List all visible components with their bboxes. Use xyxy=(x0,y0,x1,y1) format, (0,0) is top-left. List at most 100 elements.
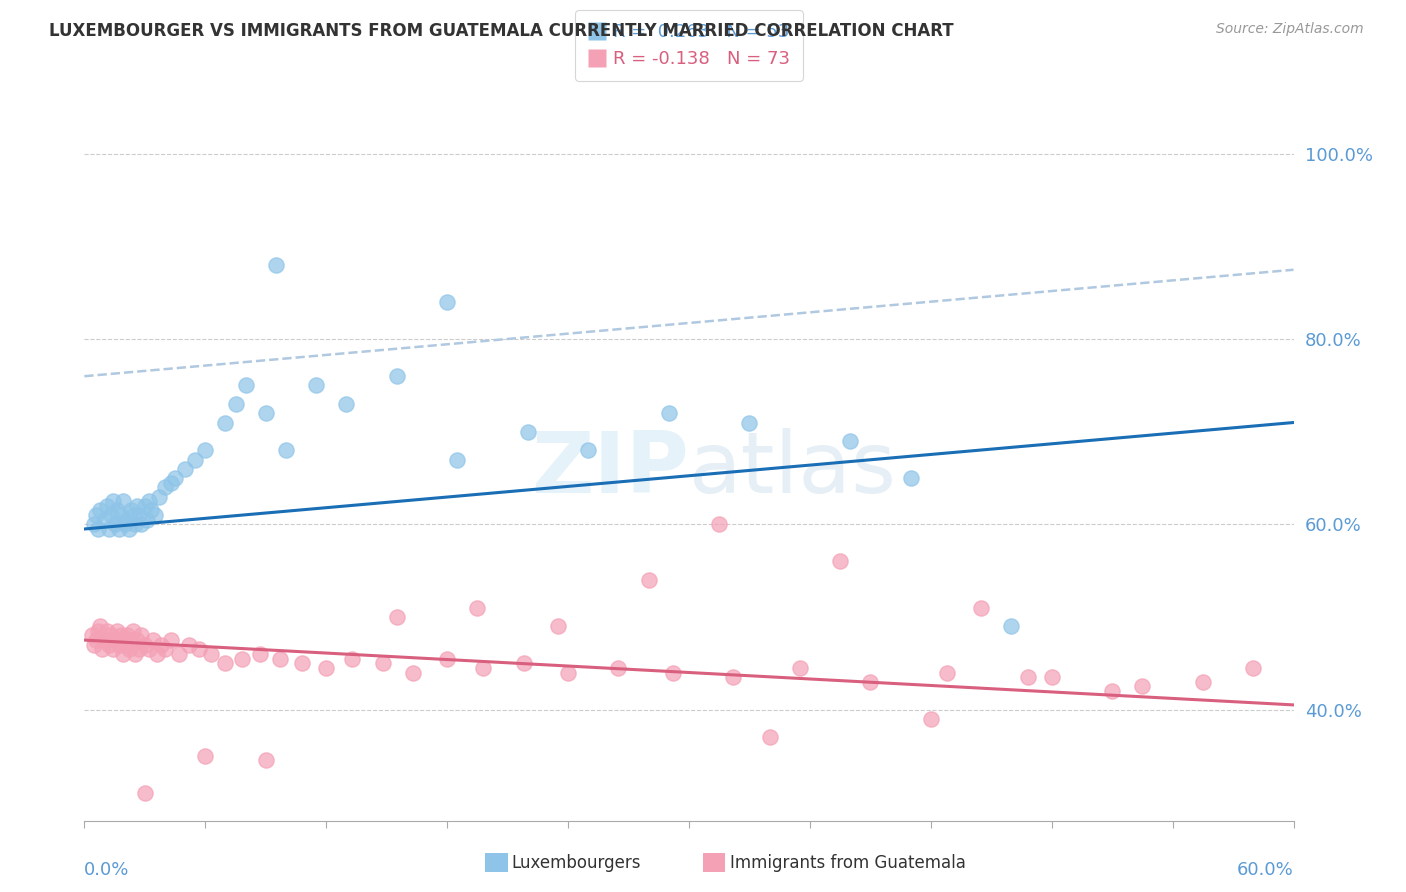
Point xyxy=(371,657,394,671)
Text: 0.0%: 0.0% xyxy=(84,861,129,879)
Point xyxy=(436,295,458,310)
Point xyxy=(179,638,201,652)
Point xyxy=(101,642,124,657)
Point xyxy=(124,647,146,661)
Point xyxy=(107,522,129,536)
Point xyxy=(547,619,569,633)
Point xyxy=(118,642,141,657)
Point xyxy=(194,748,217,763)
Point xyxy=(214,657,236,671)
Point xyxy=(402,665,425,680)
Point xyxy=(149,638,172,652)
Point xyxy=(436,651,458,665)
Point xyxy=(82,628,104,642)
Point xyxy=(105,503,128,517)
Point xyxy=(104,633,127,648)
Point xyxy=(165,471,187,485)
Point xyxy=(214,416,236,430)
Text: 60.0%: 60.0% xyxy=(1237,861,1294,879)
Point xyxy=(662,665,685,680)
Point xyxy=(200,647,222,661)
Text: Luxembourgers: Luxembourgers xyxy=(512,854,641,871)
Point xyxy=(121,624,143,638)
Point xyxy=(143,508,166,522)
Point xyxy=(121,508,143,522)
Text: Source: ZipAtlas.com: Source: ZipAtlas.com xyxy=(1216,22,1364,37)
Point xyxy=(114,517,136,532)
Point xyxy=(87,522,110,536)
Y-axis label: Currently Married: Currently Married xyxy=(0,382,8,528)
Point xyxy=(274,443,297,458)
Point xyxy=(86,633,108,648)
Point xyxy=(83,517,105,532)
Point xyxy=(637,573,659,587)
Point xyxy=(557,665,579,680)
Point xyxy=(118,522,141,536)
Point xyxy=(101,494,124,508)
Point xyxy=(128,508,150,522)
Point xyxy=(859,674,882,689)
Point xyxy=(128,642,150,657)
Text: LUXEMBOURGER VS IMMIGRANTS FROM GUATEMALA CURRENTLY MARRIED CORRELATION CHART: LUXEMBOURGER VS IMMIGRANTS FROM GUATEMAL… xyxy=(49,22,953,40)
Point xyxy=(576,443,599,458)
Point xyxy=(167,647,190,661)
Point xyxy=(235,378,257,392)
Point xyxy=(1101,684,1123,698)
Point xyxy=(86,508,108,522)
Point xyxy=(138,494,160,508)
Point xyxy=(134,786,156,800)
Point xyxy=(160,633,183,648)
Point xyxy=(839,434,862,448)
Point xyxy=(97,522,120,536)
Point xyxy=(138,642,160,657)
Point xyxy=(467,600,489,615)
Point xyxy=(139,503,162,517)
Point xyxy=(129,517,152,532)
Point xyxy=(254,406,277,420)
Point xyxy=(111,494,134,508)
Point xyxy=(900,471,922,485)
Point xyxy=(89,503,111,517)
Point xyxy=(153,480,176,494)
Point xyxy=(231,651,253,665)
Point xyxy=(110,508,132,522)
Text: Immigrants from Guatemala: Immigrants from Guatemala xyxy=(730,854,966,871)
Point xyxy=(342,651,364,665)
Point xyxy=(135,513,157,527)
Text: ZIP: ZIP xyxy=(531,428,689,511)
Point xyxy=(789,661,811,675)
Point xyxy=(305,378,328,392)
Point xyxy=(516,425,538,439)
Point xyxy=(125,499,148,513)
Point xyxy=(148,490,170,504)
Point xyxy=(512,657,534,671)
Point xyxy=(1040,670,1063,684)
Point xyxy=(107,638,129,652)
Point xyxy=(134,499,156,513)
Point xyxy=(738,416,761,430)
Point xyxy=(114,638,136,652)
Point xyxy=(93,513,115,527)
Point xyxy=(335,397,357,411)
Point xyxy=(385,369,408,384)
Point xyxy=(91,642,114,657)
Point xyxy=(723,670,745,684)
Point xyxy=(100,628,122,642)
Point xyxy=(935,665,957,680)
Point xyxy=(125,633,148,648)
Point xyxy=(105,624,128,638)
Point xyxy=(115,513,138,527)
Point xyxy=(1000,619,1022,633)
Point xyxy=(709,517,731,532)
Point xyxy=(184,452,207,467)
Point xyxy=(264,258,287,272)
Point xyxy=(1017,670,1039,684)
Point xyxy=(124,517,146,532)
Point xyxy=(472,661,495,675)
Point xyxy=(104,517,127,532)
Point xyxy=(315,661,337,675)
Point xyxy=(96,499,118,513)
Point xyxy=(658,406,681,420)
Point xyxy=(83,638,105,652)
Text: atlas: atlas xyxy=(689,428,897,511)
